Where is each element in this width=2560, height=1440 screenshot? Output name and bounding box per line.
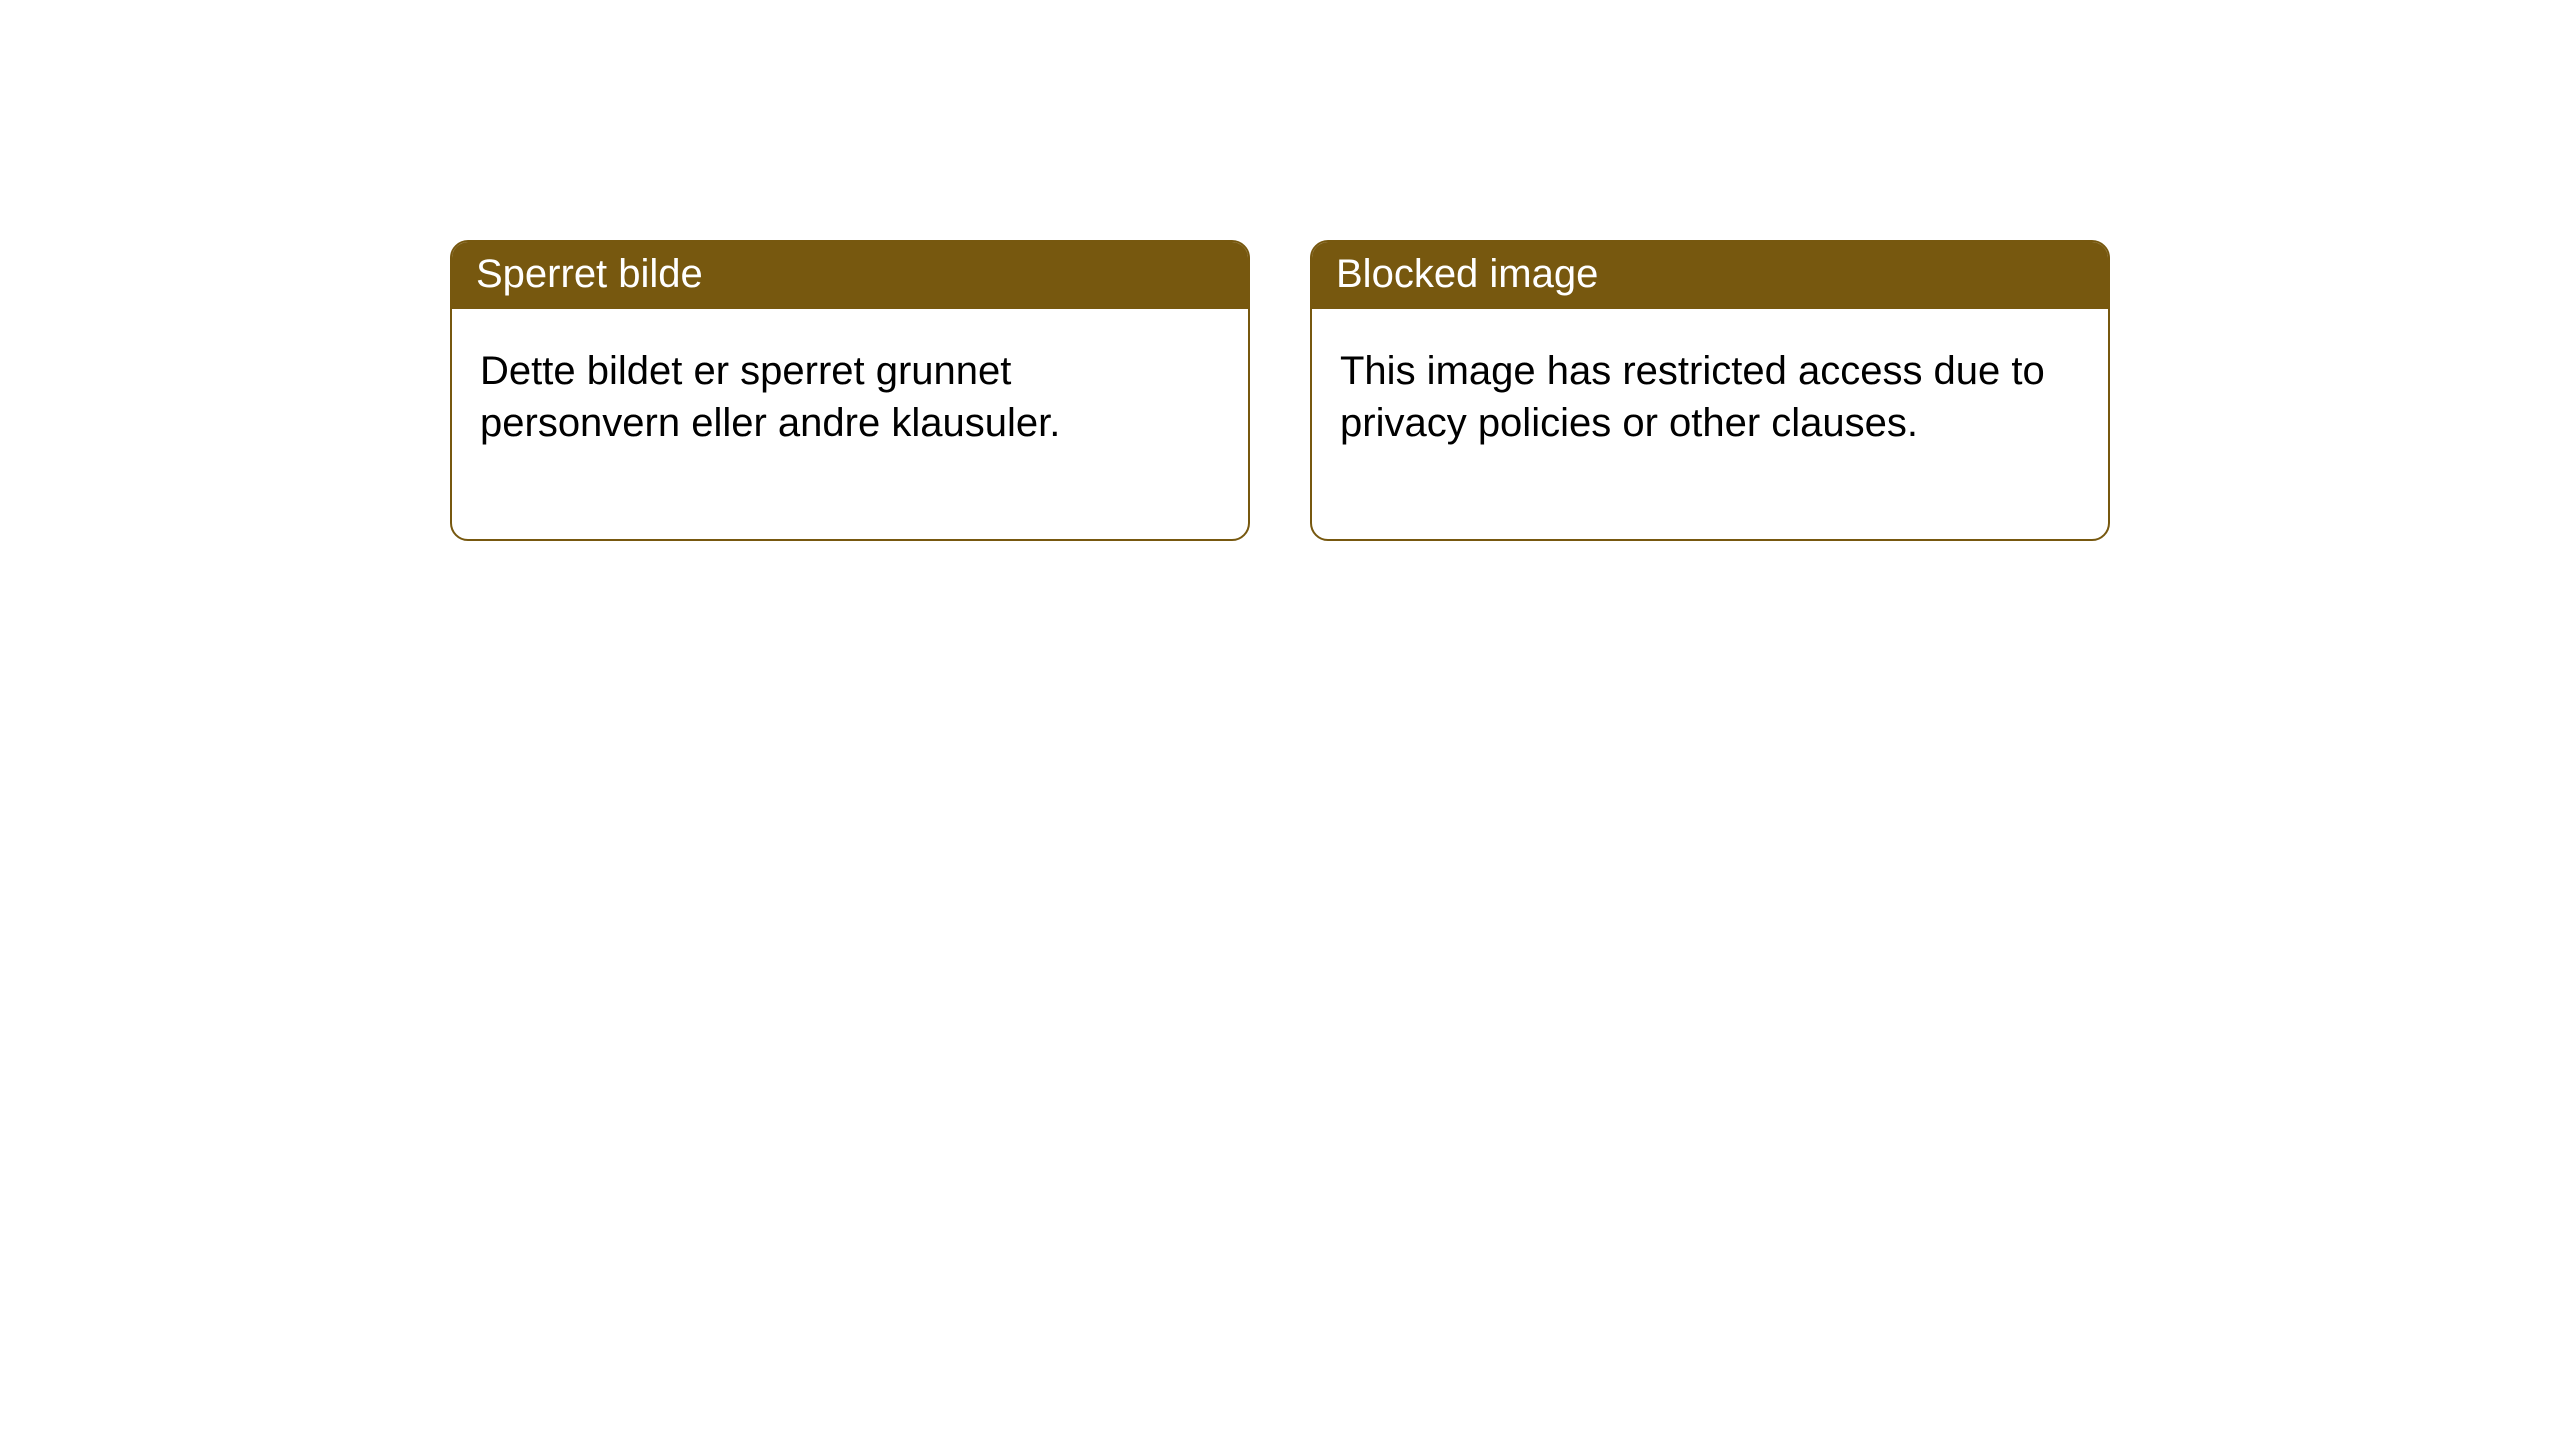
notice-container: Sperret bilde Dette bildet er sperret gr…: [0, 0, 2560, 541]
card-header: Sperret bilde: [452, 242, 1248, 309]
card-body: This image has restricted access due to …: [1312, 309, 2108, 539]
notice-card-norwegian: Sperret bilde Dette bildet er sperret gr…: [450, 240, 1250, 541]
notice-card-english: Blocked image This image has restricted …: [1310, 240, 2110, 541]
card-body: Dette bildet er sperret grunnet personve…: [452, 309, 1248, 539]
card-header: Blocked image: [1312, 242, 2108, 309]
